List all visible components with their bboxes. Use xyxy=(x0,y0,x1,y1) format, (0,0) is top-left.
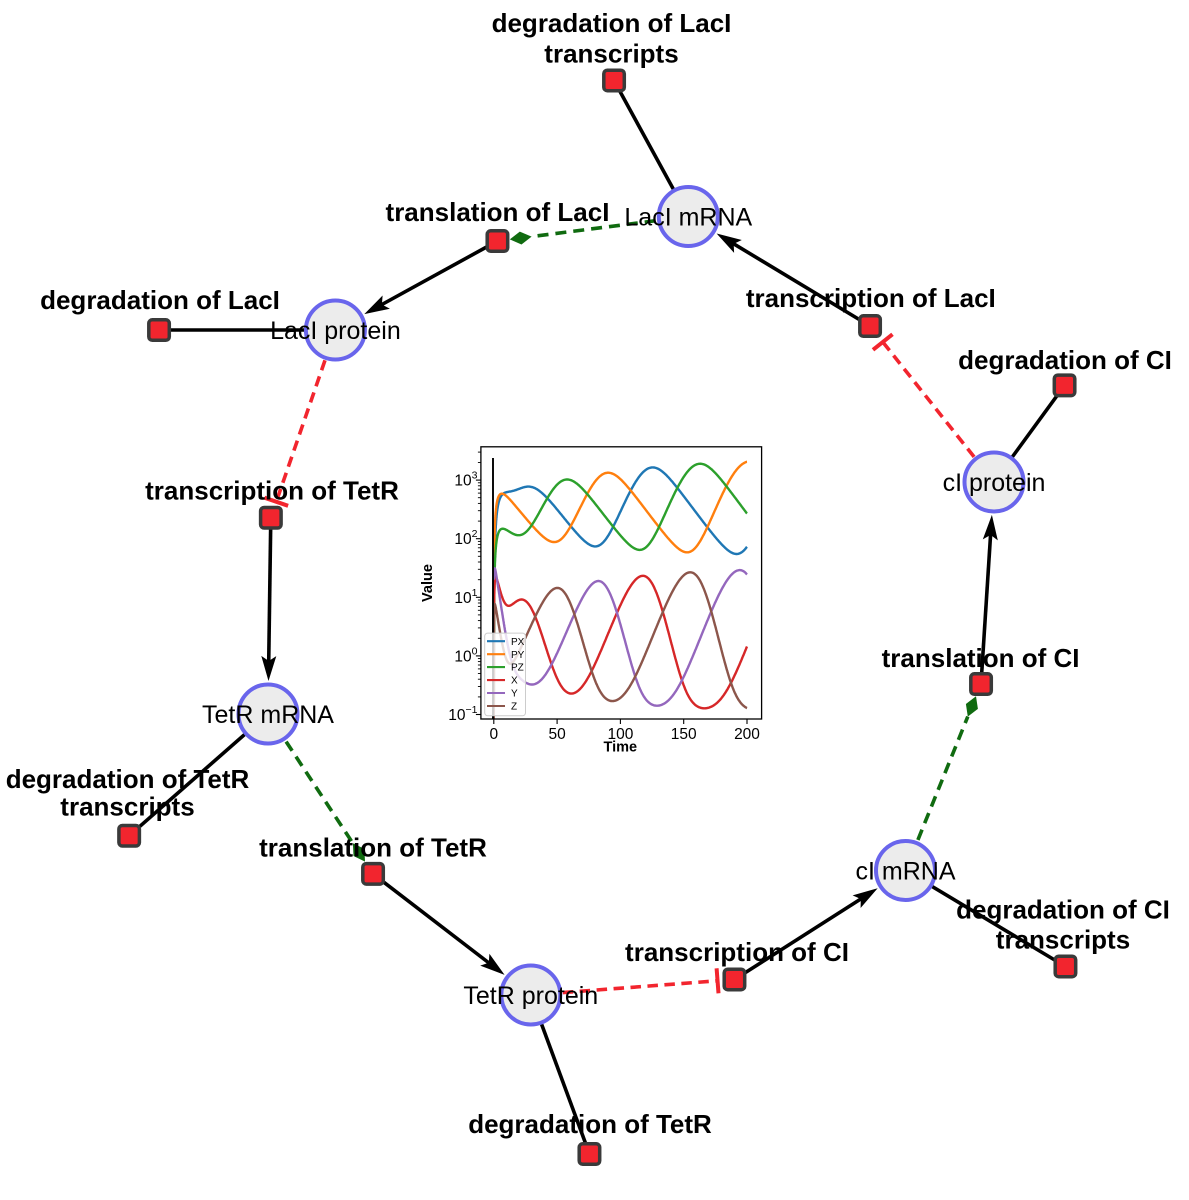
svg-text:150: 150 xyxy=(671,726,697,743)
svg-text:degradation of CI: degradation of CI xyxy=(956,895,1170,925)
svg-text:translation of TetR: translation of TetR xyxy=(259,833,487,863)
svg-text:degradation of CI: degradation of CI xyxy=(958,345,1172,375)
svg-text:degradation of TetR: degradation of TetR xyxy=(468,1109,712,1139)
svg-text:PY: PY xyxy=(511,650,525,661)
svg-text:200: 200 xyxy=(734,726,760,743)
svg-text:transcription of TetR: transcription of TetR xyxy=(145,476,399,506)
svg-text:transcripts: transcripts xyxy=(60,792,194,822)
svg-text:0: 0 xyxy=(489,726,498,743)
svg-text:50: 50 xyxy=(548,726,566,743)
svg-text:translation of LacI: translation of LacI xyxy=(386,197,610,227)
svg-text:transcripts: transcripts xyxy=(544,39,678,69)
svg-text:cI mRNA: cI mRNA xyxy=(856,858,956,886)
svg-text:transcription of LacI: transcription of LacI xyxy=(746,283,996,313)
svg-text:X: X xyxy=(511,676,518,687)
svg-text:LacI protein: LacI protein xyxy=(270,317,401,345)
svg-text:Value: Value xyxy=(420,564,436,602)
svg-text:Z: Z xyxy=(511,702,517,713)
svg-text:translation of CI: translation of CI xyxy=(882,643,1080,673)
svg-text:PX: PX xyxy=(511,637,525,648)
svg-text:Y: Y xyxy=(511,689,518,700)
svg-text:LacI mRNA: LacI mRNA xyxy=(624,203,752,231)
svg-text:degradation of TetR: degradation of TetR xyxy=(6,764,250,794)
svg-text:TetR mRNA: TetR mRNA xyxy=(202,701,334,729)
svg-text:Time: Time xyxy=(604,740,638,756)
svg-text:transcription of CI: transcription of CI xyxy=(625,937,849,967)
svg-text:cI protein: cI protein xyxy=(943,469,1046,497)
svg-text:TetR protein: TetR protein xyxy=(463,982,598,1010)
svg-text:transcripts: transcripts xyxy=(996,925,1130,955)
svg-text:100: 100 xyxy=(607,726,633,743)
svg-text:degradation of LacI: degradation of LacI xyxy=(492,8,732,38)
svg-text:degradation of LacI: degradation of LacI xyxy=(40,285,280,315)
svg-text:PZ: PZ xyxy=(511,663,524,674)
